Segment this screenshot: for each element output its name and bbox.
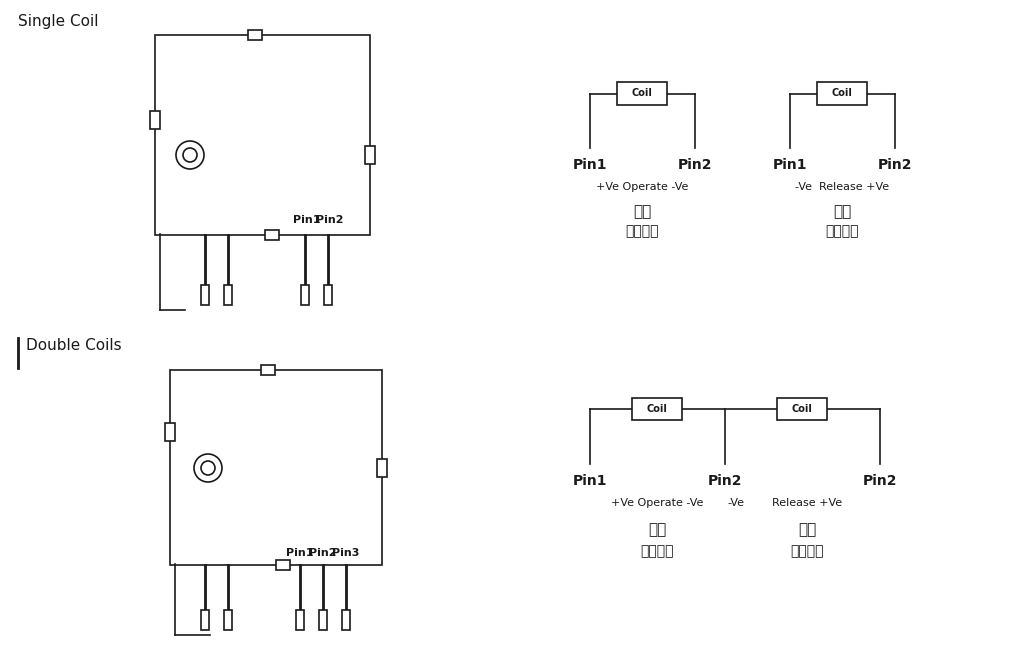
Bar <box>296 610 304 630</box>
Text: +Ve Operate -Ve: +Ve Operate -Ve <box>596 182 689 192</box>
Text: （闭合）: （闭合） <box>641 544 675 558</box>
Bar <box>201 610 209 630</box>
Bar <box>616 82 667 105</box>
Text: +Ve Operate -Ve: +Ve Operate -Ve <box>611 498 704 508</box>
Bar <box>377 459 387 477</box>
Text: -Ve: -Ve <box>727 498 744 508</box>
Text: -Ve  Release +Ve: -Ve Release +Ve <box>796 182 890 192</box>
Text: Coil: Coil <box>792 404 812 414</box>
Bar <box>342 610 350 630</box>
Bar <box>365 146 375 164</box>
Text: Pin1: Pin1 <box>772 158 807 172</box>
Text: Pin1: Pin1 <box>293 215 321 225</box>
Text: Single Coil: Single Coil <box>18 14 99 29</box>
Bar <box>276 560 290 570</box>
Text: Pin2: Pin2 <box>316 215 343 225</box>
Text: Coil: Coil <box>647 404 667 414</box>
Bar <box>817 82 867 105</box>
Text: Pin2: Pin2 <box>877 158 912 172</box>
Text: Release +Ve: Release +Ve <box>772 498 843 508</box>
Text: Coil: Coil <box>832 88 853 99</box>
Bar <box>224 285 232 305</box>
Text: Pin2: Pin2 <box>863 474 898 488</box>
Text: 吸合: 吸合 <box>634 204 651 219</box>
Text: 复归: 复归 <box>834 204 852 219</box>
Text: （断开）: （断开） <box>791 544 824 558</box>
Bar <box>319 610 327 630</box>
Bar <box>155 35 370 235</box>
Bar <box>777 398 827 420</box>
Text: Coil: Coil <box>632 88 652 99</box>
Text: Pin1: Pin1 <box>573 158 607 172</box>
Bar <box>261 365 275 375</box>
Bar <box>165 423 175 441</box>
Text: （闭合）: （闭合） <box>626 224 659 238</box>
Text: Pin2: Pin2 <box>678 158 712 172</box>
Bar <box>170 370 382 565</box>
Text: （断开）: （断开） <box>825 224 859 238</box>
Bar <box>150 111 160 129</box>
Bar <box>301 285 309 305</box>
Text: Double Coils: Double Coils <box>26 338 121 353</box>
Bar <box>265 230 279 240</box>
Text: 复归: 复归 <box>798 522 816 537</box>
Text: Pin3: Pin3 <box>332 548 360 558</box>
Bar <box>632 398 682 420</box>
Text: 吸合: 吸合 <box>648 522 666 537</box>
Text: Pin2: Pin2 <box>708 474 742 488</box>
Bar <box>224 610 232 630</box>
Bar <box>248 30 262 40</box>
Text: Pin1: Pin1 <box>573 474 607 488</box>
Bar <box>324 285 332 305</box>
Text: Pin2: Pin2 <box>309 548 336 558</box>
Text: Pin1: Pin1 <box>286 548 314 558</box>
Bar <box>201 285 209 305</box>
